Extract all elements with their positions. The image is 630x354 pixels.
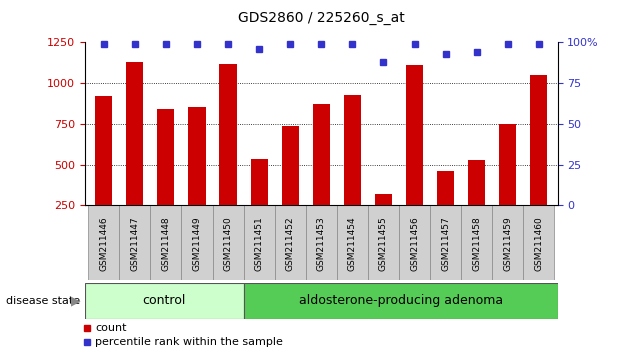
Bar bbox=[244, 205, 275, 280]
Text: GSM211452: GSM211452 bbox=[286, 216, 295, 271]
Bar bbox=[399, 205, 430, 280]
Bar bbox=[151, 205, 181, 280]
Text: count: count bbox=[96, 323, 127, 333]
Text: aldosterone-producing adenoma: aldosterone-producing adenoma bbox=[299, 295, 503, 307]
Bar bbox=[126, 62, 144, 205]
Bar bbox=[312, 104, 330, 205]
Bar bbox=[251, 159, 268, 205]
Text: GSM211448: GSM211448 bbox=[161, 216, 170, 271]
Bar bbox=[468, 160, 485, 205]
Bar bbox=[337, 205, 368, 280]
Text: percentile rank within the sample: percentile rank within the sample bbox=[96, 337, 284, 348]
Bar bbox=[188, 107, 205, 205]
Bar bbox=[406, 65, 423, 205]
Bar bbox=[95, 96, 112, 205]
Bar bbox=[344, 95, 361, 205]
Text: GSM211456: GSM211456 bbox=[410, 216, 419, 271]
Text: GSM211447: GSM211447 bbox=[130, 216, 139, 271]
Text: GSM211449: GSM211449 bbox=[192, 216, 202, 271]
Text: control: control bbox=[142, 295, 186, 307]
Text: GSM211455: GSM211455 bbox=[379, 216, 388, 271]
Bar bbox=[306, 205, 337, 280]
Text: GSM211457: GSM211457 bbox=[441, 216, 450, 271]
Bar bbox=[461, 205, 492, 280]
Text: disease state: disease state bbox=[6, 296, 81, 306]
Bar bbox=[430, 205, 461, 280]
Bar bbox=[530, 75, 547, 205]
Bar bbox=[158, 109, 175, 205]
Bar bbox=[524, 205, 554, 280]
Bar bbox=[119, 205, 151, 280]
Bar bbox=[212, 205, 244, 280]
Text: ▶: ▶ bbox=[71, 295, 80, 307]
Text: GSM211446: GSM211446 bbox=[99, 216, 108, 271]
Bar bbox=[275, 205, 306, 280]
Bar bbox=[244, 283, 558, 319]
Bar bbox=[181, 205, 212, 280]
Text: GSM211453: GSM211453 bbox=[317, 216, 326, 271]
Bar bbox=[85, 283, 244, 319]
Bar bbox=[499, 124, 517, 205]
Bar bbox=[492, 205, 524, 280]
Bar bbox=[219, 64, 237, 205]
Text: GSM211451: GSM211451 bbox=[255, 216, 263, 271]
Text: GSM211459: GSM211459 bbox=[503, 216, 512, 271]
Text: GSM211460: GSM211460 bbox=[534, 216, 544, 271]
Bar bbox=[368, 205, 399, 280]
Bar bbox=[437, 171, 454, 205]
Text: GDS2860 / 225260_s_at: GDS2860 / 225260_s_at bbox=[238, 11, 404, 25]
Bar bbox=[88, 205, 119, 280]
Text: GSM211454: GSM211454 bbox=[348, 216, 357, 271]
Bar bbox=[375, 194, 392, 205]
Text: GSM211458: GSM211458 bbox=[472, 216, 481, 271]
Bar bbox=[282, 126, 299, 205]
Text: GSM211450: GSM211450 bbox=[224, 216, 232, 271]
